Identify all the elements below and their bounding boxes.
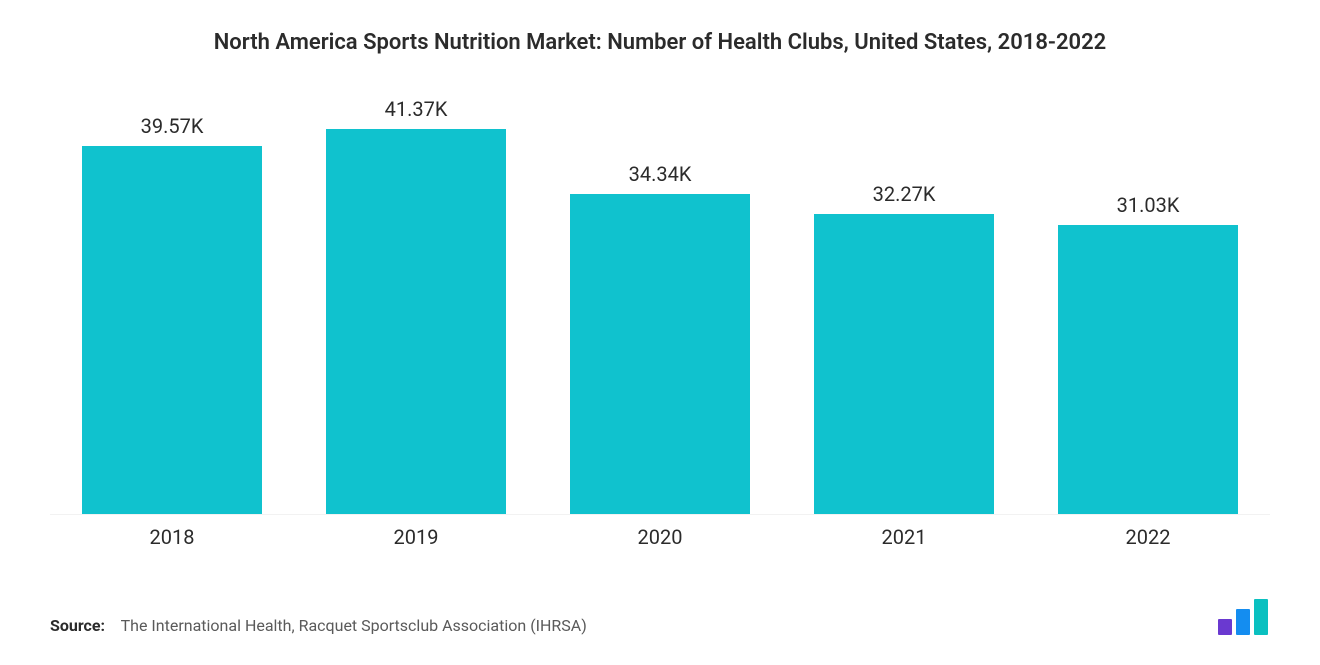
logo-bar-icon (1236, 609, 1250, 635)
bar (570, 194, 751, 514)
bar-value-label: 32.27K (873, 182, 936, 206)
bar-value-label: 34.34K (629, 162, 692, 186)
x-axis-label: 2019 (294, 525, 538, 549)
source-label: Source: (50, 616, 105, 635)
x-axis-label: 2020 (538, 525, 782, 549)
bar (82, 146, 263, 514)
bar-group: 32.27K (782, 95, 1026, 514)
bar (1058, 225, 1239, 514)
chart-title: North America Sports Nutrition Market: N… (50, 30, 1270, 55)
bar-value-label: 41.37K (385, 97, 448, 121)
bar-group: 34.34K (538, 95, 782, 514)
bar (326, 129, 507, 514)
source-citation: Source: The International Health, Racque… (50, 616, 587, 635)
bar (814, 214, 995, 514)
bar-group: 39.57K (50, 95, 294, 514)
x-axis-label: 2022 (1026, 525, 1270, 549)
x-axis-label: 2018 (50, 525, 294, 549)
x-axis: 20182019202020212022 (50, 515, 1270, 549)
chart-container: North America Sports Nutrition Market: N… (0, 0, 1320, 665)
bar-group: 31.03K (1026, 95, 1270, 514)
chart-plot-area: 39.57K 41.37K 34.34K 32.27K 31.03K (50, 85, 1270, 515)
x-axis-label: 2021 (782, 525, 1026, 549)
brand-logo-icon (1218, 599, 1270, 635)
logo-bar-icon (1218, 619, 1232, 635)
bar-group: 41.37K (294, 95, 538, 514)
chart-footer: Source: The International Health, Racque… (50, 599, 1270, 645)
logo-bar-icon (1254, 599, 1268, 635)
bar-value-label: 31.03K (1117, 193, 1180, 217)
bar-value-label: 39.57K (141, 114, 204, 138)
source-text: The International Health, Racquet Sports… (121, 616, 587, 635)
